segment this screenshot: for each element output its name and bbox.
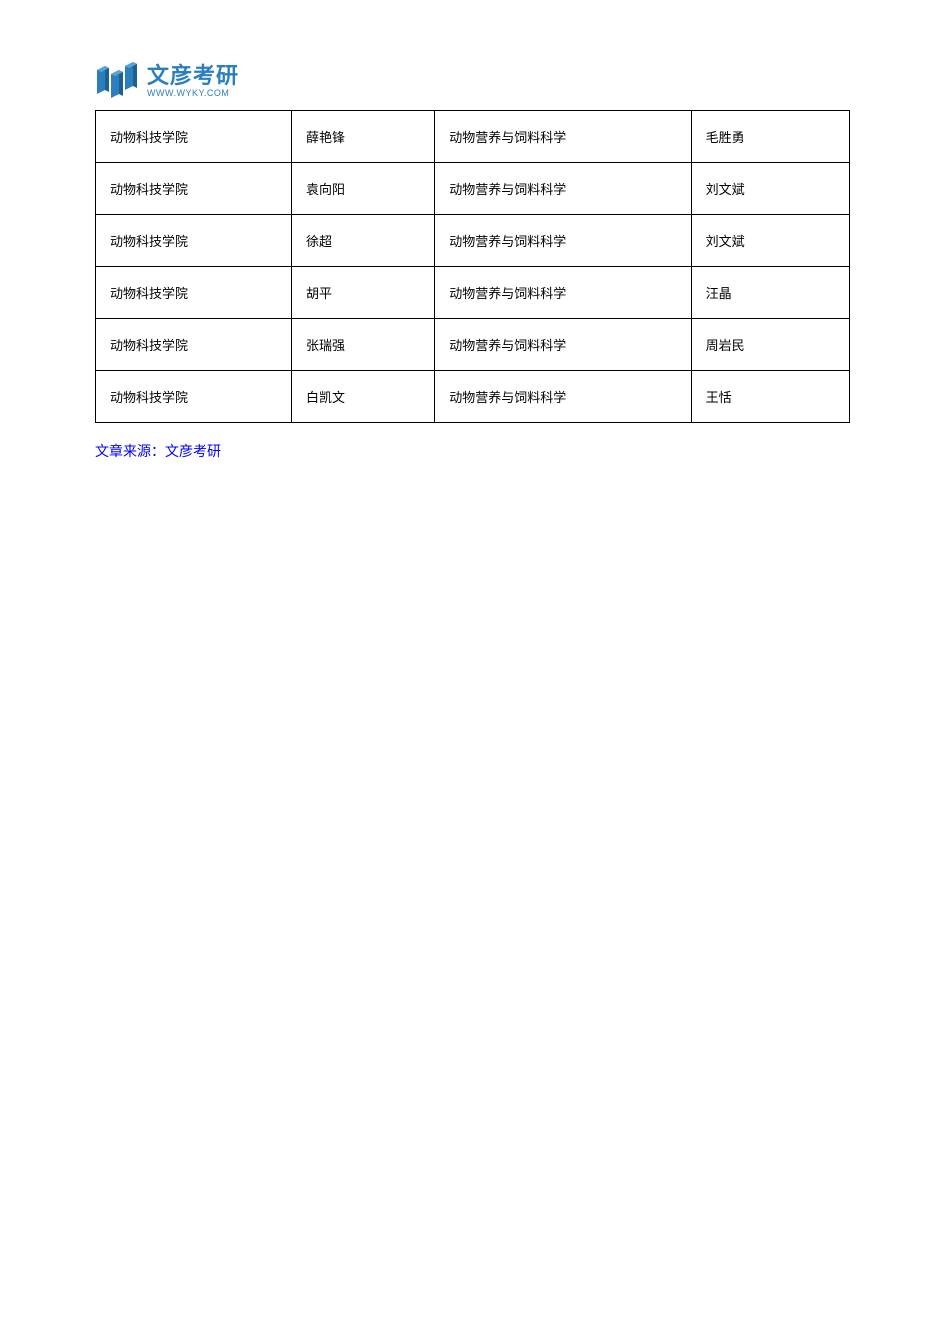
cell-student: 袁向阳: [292, 163, 435, 215]
table-row: 动物科技学院 胡平 动物营养与饲料科学 汪晶: [96, 267, 850, 319]
cell-student: 徐超: [292, 215, 435, 267]
cell-advisor: 刘文斌: [691, 215, 849, 267]
table-row: 动物科技学院 徐超 动物营养与饲料科学 刘文斌: [96, 215, 850, 267]
cell-college: 动物科技学院: [96, 215, 292, 267]
cell-advisor: 刘文斌: [691, 163, 849, 215]
cell-student: 薛艳锋: [292, 111, 435, 163]
table-body: 动物科技学院 薛艳锋 动物营养与饲料科学 毛胜勇 动物科技学院 袁向阳 动物营养…: [96, 111, 850, 423]
source-line: 文章来源：文彦考研: [95, 441, 850, 461]
cell-advisor: 汪晶: [691, 267, 849, 319]
logo-main-text: 文彦考研: [147, 65, 239, 87]
source-link[interactable]: 文彦考研: [165, 445, 221, 460]
table-row: 动物科技学院 张瑞强 动物营养与饲料科学 周岩民: [96, 319, 850, 371]
cell-advisor: 王恬: [691, 371, 849, 423]
cell-college: 动物科技学院: [96, 319, 292, 371]
logo-sub-text: WWW.WYKY.COM: [147, 89, 239, 98]
cell-major: 动物营养与饲料科学: [435, 215, 691, 267]
cell-college: 动物科技学院: [96, 371, 292, 423]
source-prefix: 文章来源：: [95, 445, 165, 460]
data-table: 动物科技学院 薛艳锋 动物营养与饲料科学 毛胜勇 动物科技学院 袁向阳 动物营养…: [95, 110, 850, 423]
logo-icon: [95, 60, 143, 102]
cell-major: 动物营养与饲料科学: [435, 319, 691, 371]
table-row: 动物科技学院 白凯文 动物营养与饲料科学 王恬: [96, 371, 850, 423]
table-row: 动物科技学院 薛艳锋 动物营养与饲料科学 毛胜勇: [96, 111, 850, 163]
cell-student: 张瑞强: [292, 319, 435, 371]
cell-major: 动物营养与饲料科学: [435, 163, 691, 215]
logo-text-group: 文彦考研 WWW.WYKY.COM: [147, 65, 239, 98]
page-container: 文彦考研 WWW.WYKY.COM 动物科技学院 薛艳锋 动物营养与饲料科学 毛…: [0, 0, 945, 461]
table-row: 动物科技学院 袁向阳 动物营养与饲料科学 刘文斌: [96, 163, 850, 215]
cell-major: 动物营养与饲料科学: [435, 111, 691, 163]
logo: 文彦考研 WWW.WYKY.COM: [95, 60, 850, 102]
cell-college: 动物科技学院: [96, 111, 292, 163]
cell-college: 动物科技学院: [96, 163, 292, 215]
cell-major: 动物营养与饲料科学: [435, 267, 691, 319]
cell-advisor: 周岩民: [691, 319, 849, 371]
cell-major: 动物营养与饲料科学: [435, 371, 691, 423]
cell-student: 胡平: [292, 267, 435, 319]
cell-advisor: 毛胜勇: [691, 111, 849, 163]
cell-college: 动物科技学院: [96, 267, 292, 319]
cell-student: 白凯文: [292, 371, 435, 423]
